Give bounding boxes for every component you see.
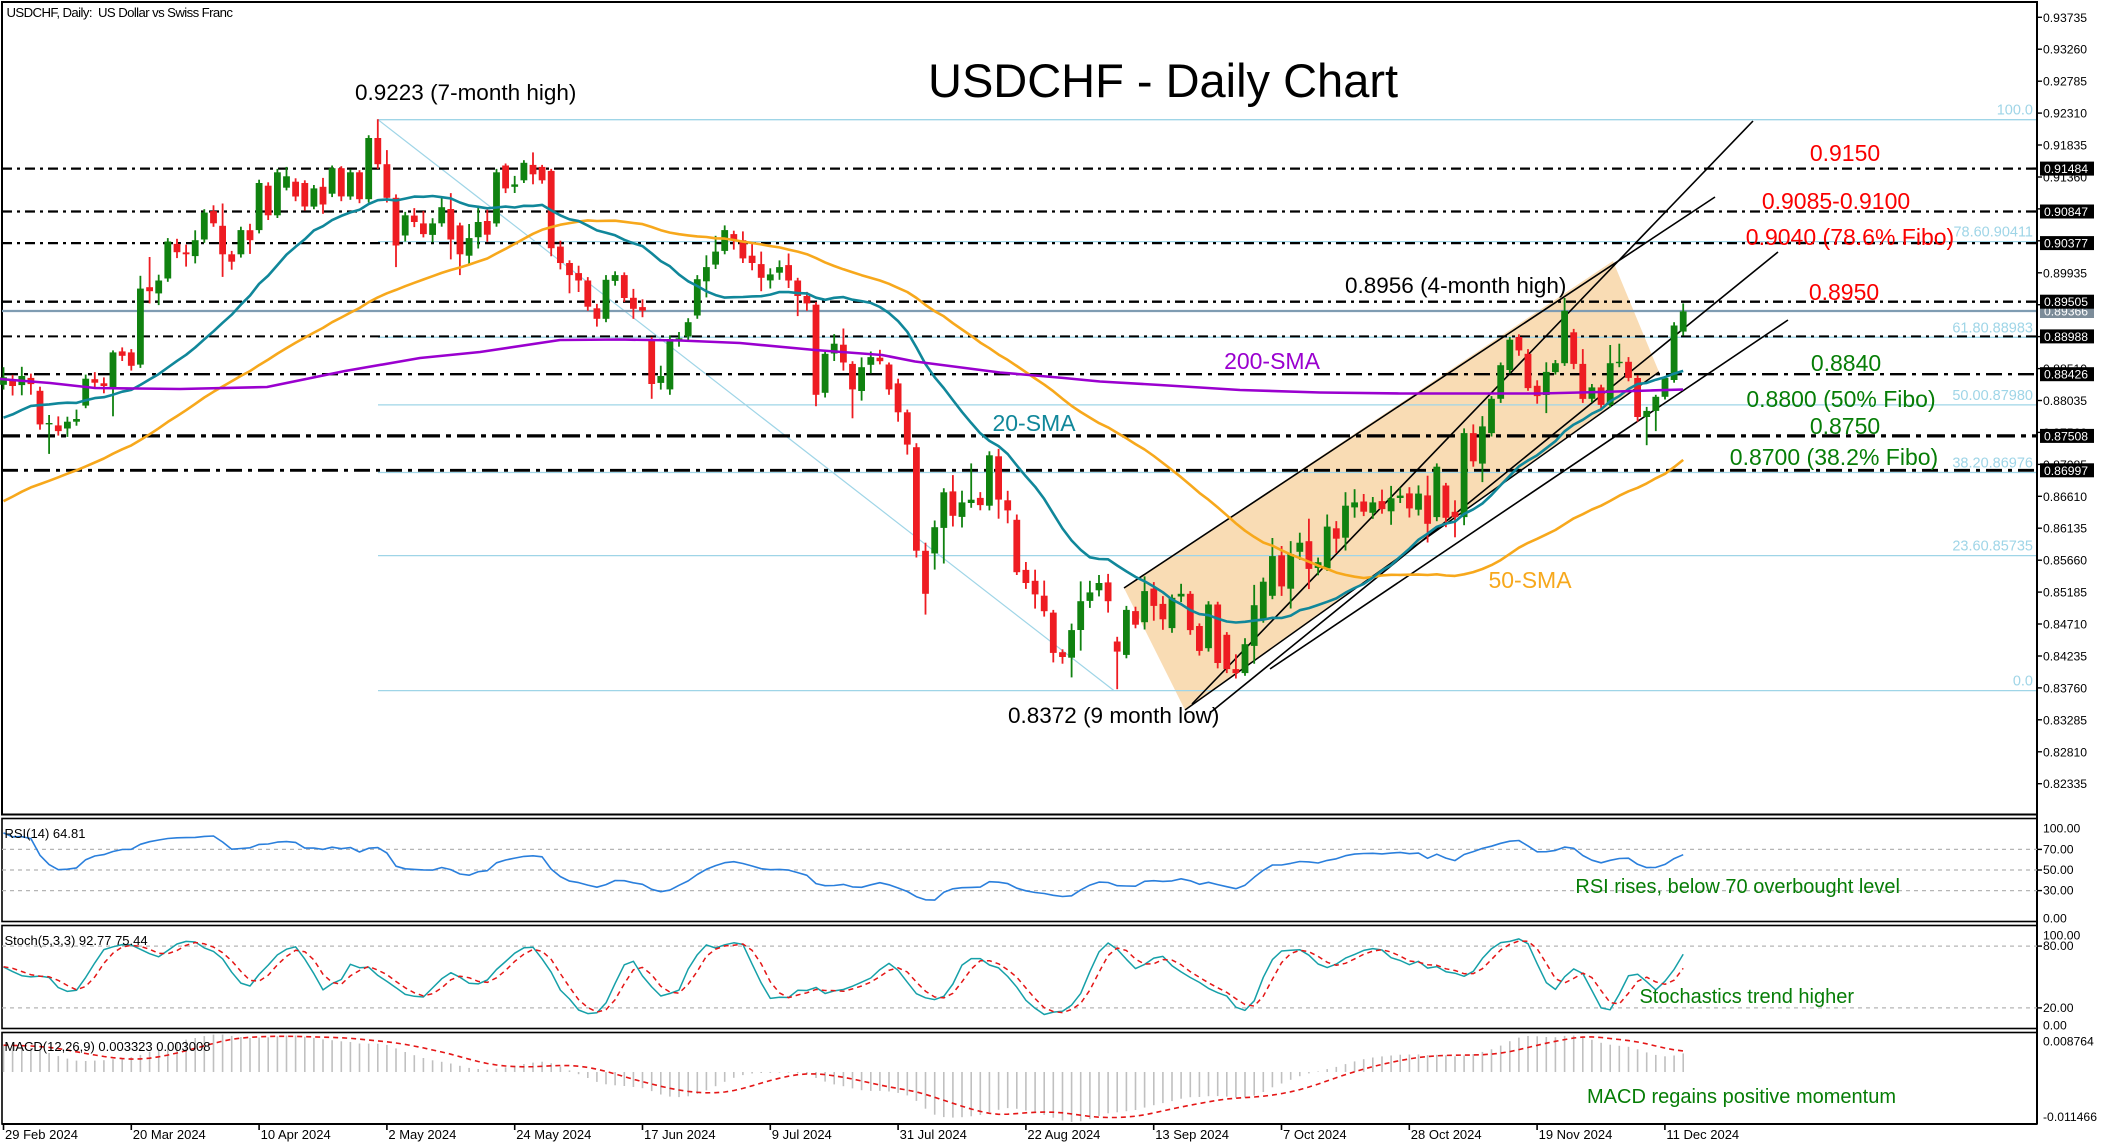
svg-text:19 Nov 2024: 19 Nov 2024	[1539, 1127, 1613, 1142]
svg-text:17 Jun 2024: 17 Jun 2024	[644, 1127, 716, 1142]
svg-text:10 Apr 2024: 10 Apr 2024	[261, 1127, 331, 1142]
svg-text:0.8956 (4-month high): 0.8956 (4-month high)	[1345, 273, 1566, 298]
svg-text:20-SMA: 20-SMA	[992, 410, 1076, 436]
svg-text:0.8950: 0.8950	[1809, 279, 1879, 305]
svg-text:0.83285: 0.83285	[2043, 713, 2087, 727]
svg-text:2 May 2024: 2 May 2024	[388, 1127, 456, 1142]
svg-text:0.84235: 0.84235	[2043, 650, 2087, 664]
svg-text:RSI rises, below 70 overbought: RSI rises, below 70 overbought level	[1575, 876, 1900, 898]
svg-text:50-SMA: 50-SMA	[1488, 567, 1572, 593]
svg-text:28 Oct 2024: 28 Oct 2024	[1411, 1127, 1482, 1142]
svg-text:0.91484: 0.91484	[2044, 162, 2088, 176]
svg-text:0.9040 (78.6% Fibo): 0.9040 (78.6% Fibo)	[1746, 224, 1954, 250]
svg-text:22 Aug 2024: 22 Aug 2024	[1027, 1127, 1100, 1142]
svg-text:0.9085-0.9100: 0.9085-0.9100	[1762, 188, 1910, 214]
svg-text:0.83760: 0.83760	[2043, 681, 2087, 695]
svg-text:0.82810: 0.82810	[2043, 745, 2087, 759]
svg-text:0.93260: 0.93260	[2043, 43, 2087, 57]
svg-text:11 Dec 2024: 11 Dec 2024	[1666, 1127, 1739, 1142]
svg-text:0.8750: 0.8750	[1810, 413, 1880, 439]
svg-text:MACD(12,26,9) 0.003323 0.00300: MACD(12,26,9) 0.003323 0.003008	[5, 1039, 211, 1054]
svg-text:0.93735: 0.93735	[2043, 11, 2087, 25]
svg-text:20 Mar 2024: 20 Mar 2024	[133, 1127, 206, 1142]
svg-text:29 Feb 2024: 29 Feb 2024	[5, 1127, 78, 1142]
svg-text:0.00: 0.00	[2043, 912, 2067, 926]
svg-text:0.84710: 0.84710	[2043, 618, 2087, 632]
svg-text:-0.011466: -0.011466	[2043, 1110, 2097, 1124]
svg-text:0.88426: 0.88426	[2044, 368, 2088, 382]
svg-text:100.00: 100.00	[2043, 929, 2080, 943]
svg-text:0.92310: 0.92310	[2043, 107, 2087, 121]
svg-text:20.00: 20.00	[2043, 1001, 2074, 1015]
svg-text:0.8800 (50% Fibo): 0.8800 (50% Fibo)	[1746, 386, 1935, 412]
svg-text:50.00: 50.00	[2043, 863, 2074, 877]
svg-text:0.86610: 0.86610	[2043, 490, 2087, 504]
svg-text:100.0: 100.0	[1997, 103, 2033, 119]
svg-text:0.86997: 0.86997	[2044, 464, 2088, 478]
svg-text:24 May 2024: 24 May 2024	[516, 1127, 591, 1142]
svg-text:0.88988: 0.88988	[2044, 330, 2088, 344]
svg-text:0.85660: 0.85660	[2043, 554, 2087, 568]
svg-text:Stoch(5,3,3) 92.77 75.44: Stoch(5,3,3) 92.77 75.44	[5, 933, 148, 948]
svg-text:0.90377: 0.90377	[2044, 237, 2088, 251]
svg-text:0.00: 0.00	[2043, 1019, 2067, 1033]
svg-text:61.80.88983: 61.80.88983	[1952, 320, 2033, 336]
svg-text:100.00: 100.00	[2043, 822, 2080, 836]
svg-text:0.9223 (7-month high): 0.9223 (7-month high)	[355, 80, 576, 105]
svg-text:0.85185: 0.85185	[2043, 586, 2087, 600]
svg-text:USDCHF - Daily Chart: USDCHF - Daily Chart	[928, 54, 1398, 107]
svg-text:0.89505: 0.89505	[2044, 295, 2088, 309]
svg-text:50.00.87980: 50.00.87980	[1952, 388, 2033, 404]
svg-text:0.91835: 0.91835	[2043, 139, 2087, 153]
svg-text:0.8840: 0.8840	[1811, 350, 1881, 376]
svg-text:MACD regains positive momentum: MACD regains positive momentum	[1587, 1086, 1896, 1108]
svg-text:0.92785: 0.92785	[2043, 75, 2087, 89]
svg-text:0.008764: 0.008764	[2043, 1035, 2094, 1049]
svg-text:0.90847: 0.90847	[2044, 205, 2088, 219]
svg-text:200-SMA: 200-SMA	[1224, 348, 1321, 374]
svg-text:7 Oct 2024: 7 Oct 2024	[1283, 1127, 1347, 1142]
svg-text:0.8372 (9 month low): 0.8372 (9 month low)	[1008, 703, 1219, 728]
svg-text:USDCHF, Daily: US Dollar vs S: USDCHF, Daily: US Dollar vs Swiss Franc	[7, 5, 234, 20]
svg-text:78.60.90411: 78.60.90411	[1953, 225, 2033, 241]
svg-text:80.00: 80.00	[2043, 939, 2074, 953]
svg-text:13 Sep 2024: 13 Sep 2024	[1155, 1127, 1229, 1142]
svg-text:0.86135: 0.86135	[2043, 522, 2087, 536]
svg-text:0.0: 0.0	[2013, 674, 2033, 690]
svg-text:0.88035: 0.88035	[2043, 394, 2087, 408]
svg-text:Stochastics trend higher: Stochastics trend higher	[1639, 986, 1854, 1008]
svg-text:0.87508: 0.87508	[2044, 429, 2088, 443]
svg-text:0.8700 (38.2% Fibo): 0.8700 (38.2% Fibo)	[1730, 444, 1938, 470]
svg-text:RSI(14) 64.81: RSI(14) 64.81	[5, 826, 86, 841]
svg-text:31 Jul 2024: 31 Jul 2024	[900, 1127, 967, 1142]
svg-text:70.00: 70.00	[2043, 842, 2074, 856]
svg-text:0.89935: 0.89935	[2043, 266, 2087, 280]
svg-text:9 Jul 2024: 9 Jul 2024	[772, 1127, 832, 1142]
svg-text:38.20.86976: 38.20.86976	[1952, 456, 2033, 472]
svg-text:0.82335: 0.82335	[2043, 777, 2087, 791]
svg-text:30.00: 30.00	[2043, 884, 2074, 898]
svg-text:0.9150: 0.9150	[1810, 140, 1880, 166]
svg-text:23.60.85735: 23.60.85735	[1952, 539, 2033, 555]
